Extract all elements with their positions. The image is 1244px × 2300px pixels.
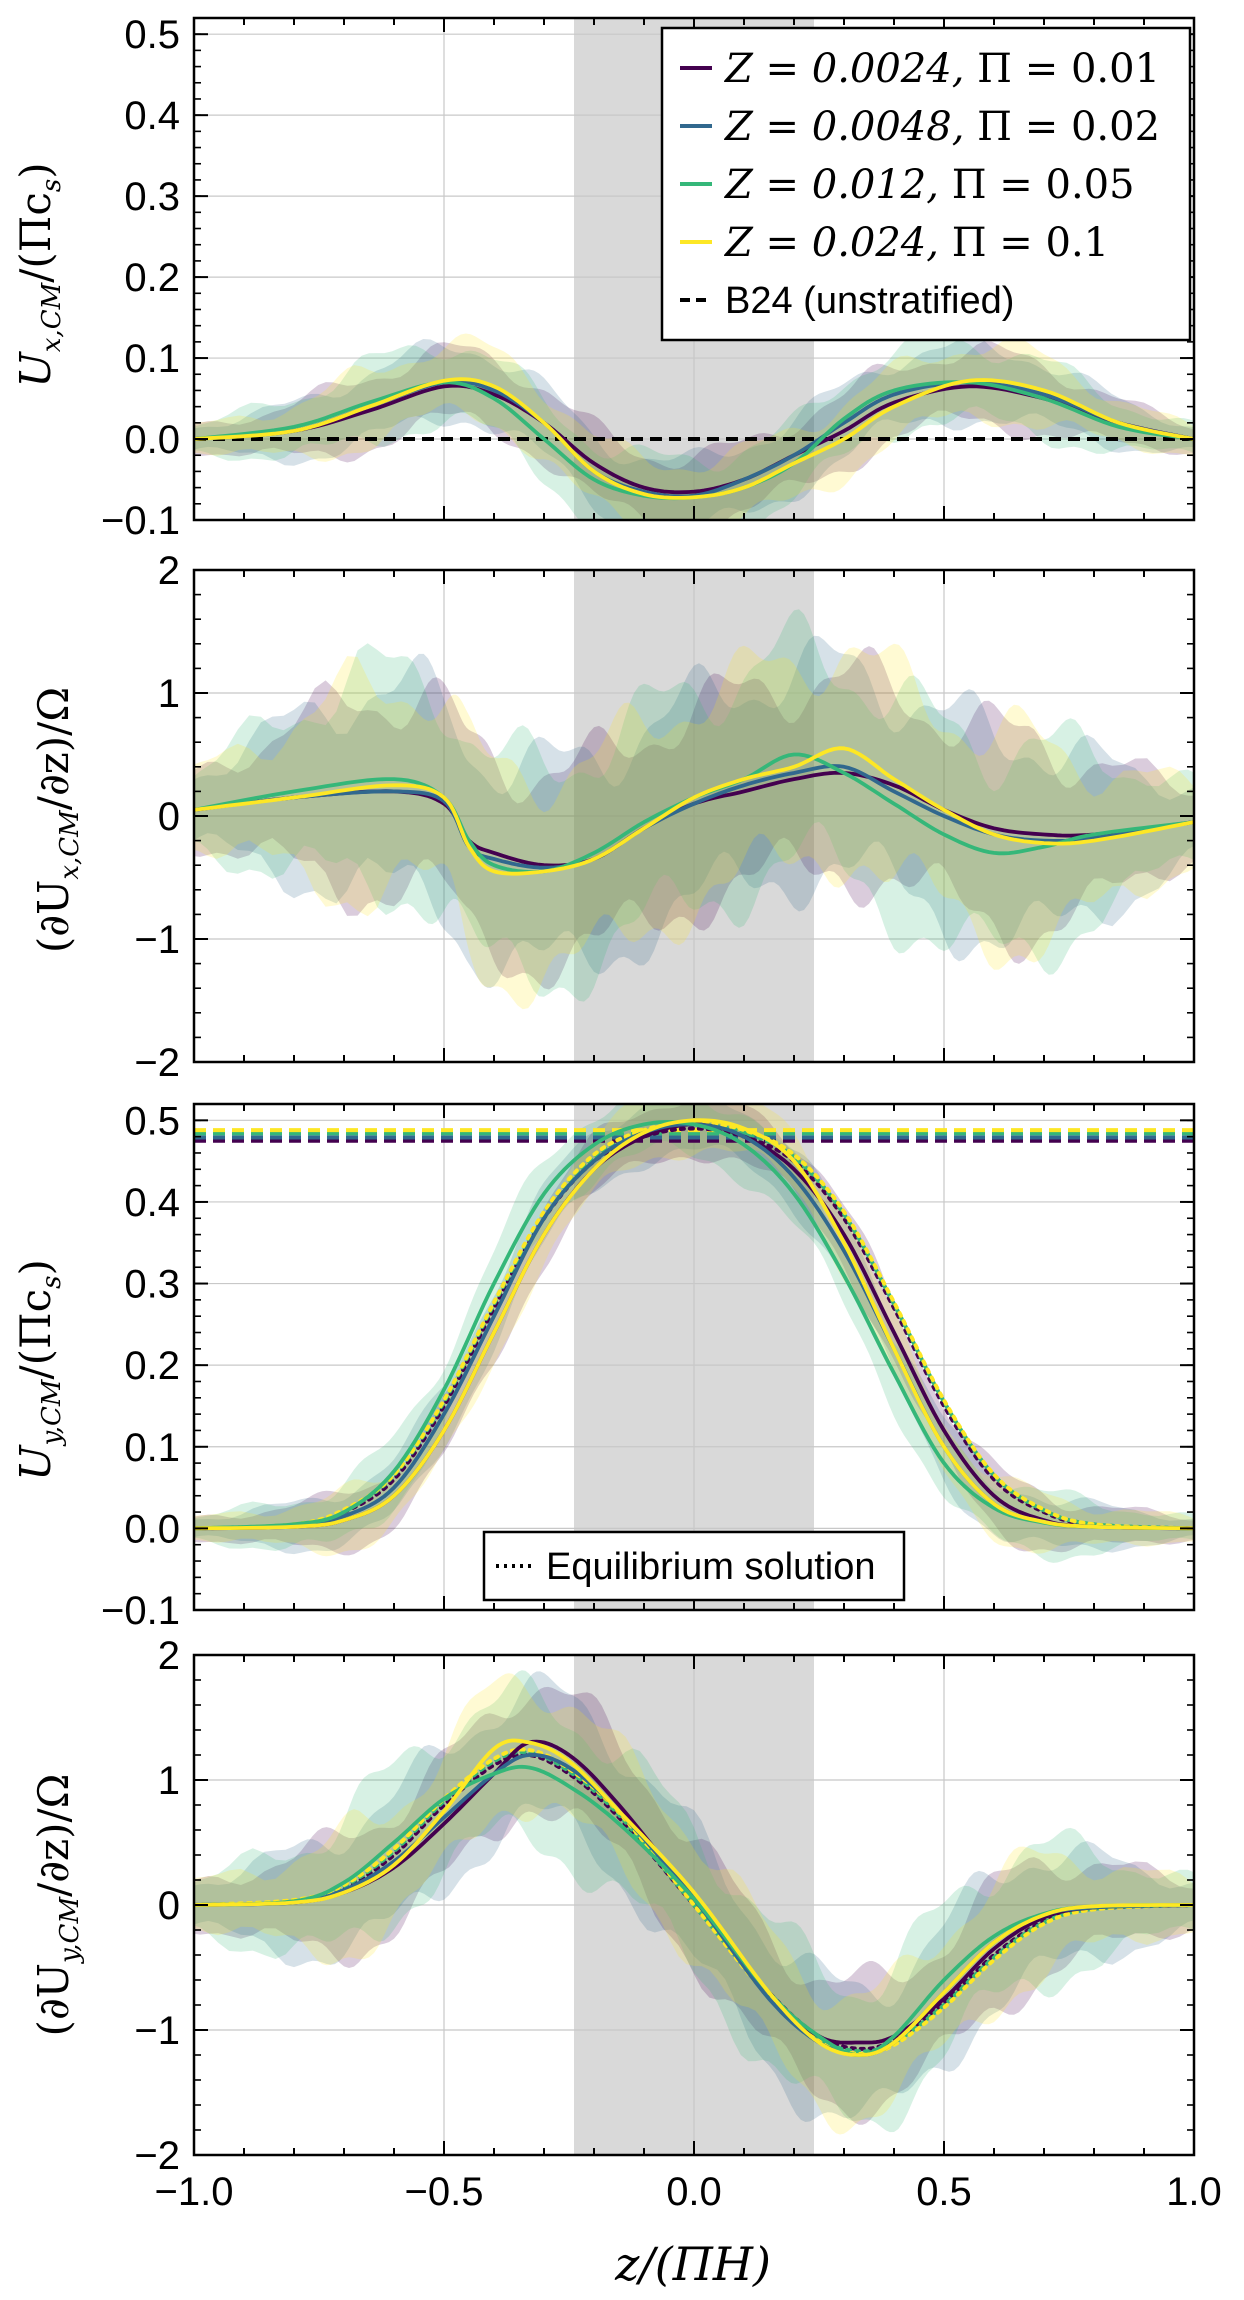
series-line-3 (194, 1764, 1194, 2057)
band-2 (194, 635, 1194, 988)
panel3-ylabel: Uy,CM/(Πcs) (11, 1259, 67, 1481)
y-tick-label: −2 (134, 1041, 180, 1085)
y-tick-label: 0.3 (124, 1263, 180, 1307)
y-tick-label: 0.4 (124, 94, 180, 138)
y-tick-label: 0.2 (124, 1344, 180, 1388)
svg-text:Uy,CM/(Πcs): Uy,CM/(Πcs) (11, 1259, 67, 1481)
y-tick-label: 0.2 (124, 256, 180, 300)
panel1-legend: Z = 0.0024, Π = 0.01 Z = 0.0048, Π = 0.0… (660, 26, 1192, 342)
band-2 (194, 1104, 1194, 1555)
legend-label-4: Z = 0.024, Π = 0.1 (723, 220, 1109, 266)
legend-label-equilibrium: Equilibrium solution (546, 1546, 876, 1588)
y-tick-label: −0.1 (101, 1589, 180, 1633)
band-4 (194, 643, 1194, 1010)
series-line-4 (194, 1738, 1194, 2057)
panel3: −0.1 0.0 0.1 0.2 0.3 0.4 0.5 (101, 1099, 1196, 1633)
panel2-ylabel: (∂Ux,CM/∂z)/Ω (29, 687, 85, 953)
y-tick-label: 0.0 (124, 1507, 180, 1551)
panel4: −2 −1 0 1 2 −1.0 −0.5 0.0 0.5 1.0 (134, 1634, 1221, 2214)
y-tick-label: −2 (134, 2134, 180, 2178)
legend-label-2: Z = 0.0048, Π = 0.02 (723, 104, 1160, 150)
y-tick-label: 1 (158, 672, 180, 716)
x-axis-label: z/(ΠH) (614, 2237, 771, 2291)
panels: −0.10.00.10.20.30.40.5−2−1012−0.10.00.10… (101, 13, 1222, 2214)
panel3-legend: Equilibrium solution (482, 1530, 906, 1602)
y-tick-label: −1 (134, 918, 180, 962)
y-tick-label: 1 (158, 1759, 180, 1803)
x-tick-label: 0.0 (666, 2170, 722, 2214)
x-tick-label: 1.0 (1166, 2170, 1222, 2214)
svg-text:(∂Uy,CM/∂z)/Ω: (∂Uy,CM/∂z)/Ω (29, 1774, 85, 2037)
panel1-ylabel: Ux,CM/(Πcs) (11, 162, 67, 387)
y-tick-label: 0.3 (124, 175, 180, 219)
y-tick-label: −0.1 (101, 499, 180, 543)
equilibrium-line-3 (194, 1747, 1194, 2056)
legend-label-5: B24 (unstratified) (725, 280, 1014, 322)
series-line-4 (194, 1118, 1194, 1531)
legend-box (482, 1530, 906, 1602)
y-tick-label: 0.0 (124, 418, 180, 462)
series-line-4 (194, 746, 1194, 876)
band-1 (194, 646, 1194, 990)
legend-box (660, 26, 1192, 342)
svg-text:Ux,CM/(Πcs): Ux,CM/(Πcs) (11, 162, 67, 387)
y-tick-label: 0 (158, 1884, 180, 1928)
y-tick-label: 0.5 (124, 1099, 180, 1143)
y-tick-label: 0.1 (124, 1426, 180, 1470)
svg-text:(∂Ux,CM/∂z)/Ω: (∂Ux,CM/∂z)/Ω (29, 687, 85, 953)
series-line-4 (194, 377, 1194, 500)
legend-label-1: Z = 0.0024, Π = 0.01 (723, 46, 1160, 92)
y-tick-label: 0.1 (124, 337, 180, 381)
x-tick-label: −1.0 (155, 2170, 234, 2214)
y-tick-label: 0 (158, 795, 180, 839)
y-tick-label: −1 (134, 2009, 180, 2053)
legend-label-3: Z = 0.012, Π = 0.05 (723, 162, 1135, 208)
y-tick-label: 0.5 (124, 13, 180, 57)
equilibrium-line-1 (194, 1126, 1194, 1531)
x-tick-label: 0.5 (916, 2170, 972, 2214)
panel4-ylabel: (∂Uy,CM/∂z)/Ω (29, 1774, 85, 2037)
y-tick-label: 2 (158, 1634, 180, 1678)
y-tick-label: 2 (158, 549, 180, 593)
x-tick-label: −0.5 (405, 2170, 484, 2214)
panel2: −2 −1 0 1 2 (134, 549, 1196, 1085)
band-1 (194, 1104, 1194, 1556)
series-line-3 (194, 1120, 1194, 1531)
series-line-1 (194, 383, 1194, 495)
y-tick-label: 0.4 (124, 1181, 180, 1225)
